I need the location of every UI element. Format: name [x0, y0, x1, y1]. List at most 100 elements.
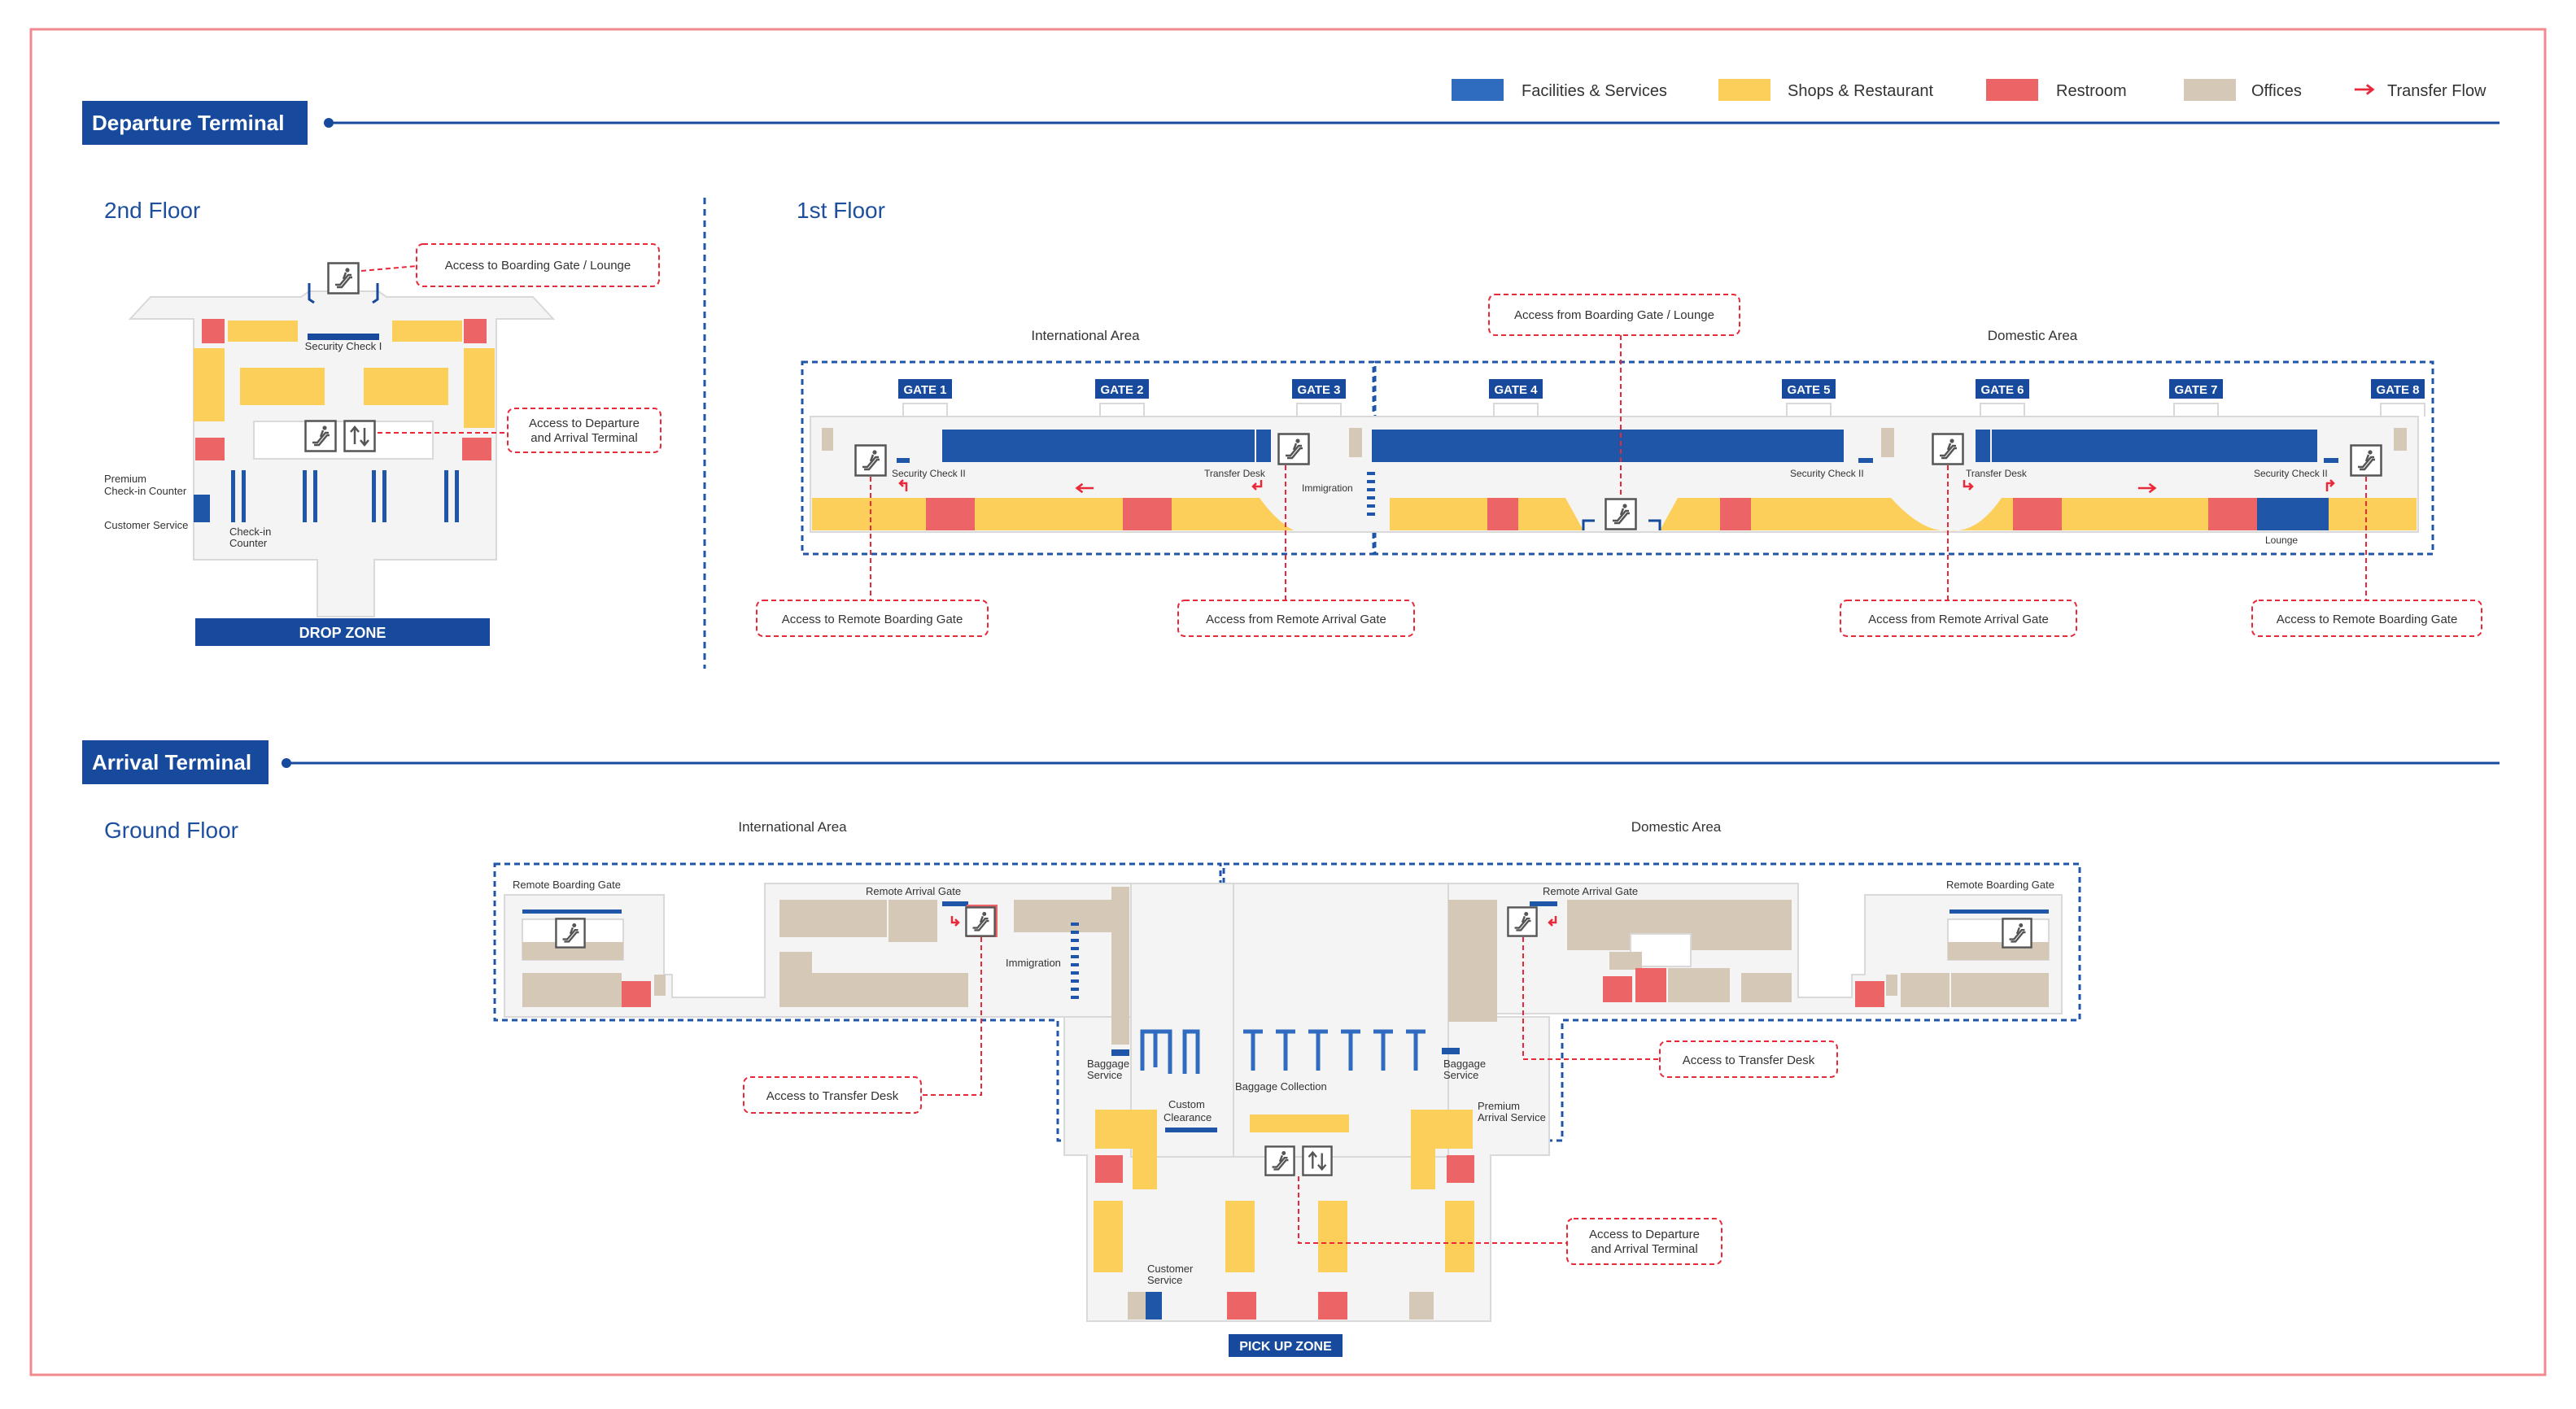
escalator-icon[interactable]	[304, 420, 337, 452]
callout-leader	[360, 265, 417, 272]
escalator-icon[interactable]	[1507, 906, 1538, 937]
baggage-service-label-1: Baggage	[1087, 1058, 1129, 1070]
callout-boarding-text: Access from Boarding Gate / Lounge	[1514, 308, 1714, 322]
remote-boarding-gate-label: Remote Boarding Gate	[1946, 879, 2054, 891]
facilities-block	[1992, 430, 2317, 462]
callout-boarding-box	[1488, 294, 1740, 336]
legend-swatch-facilities	[1452, 79, 1504, 101]
gate-label: GATE 5	[1787, 383, 1830, 397]
security-check-ii-label: Security Check II	[2254, 468, 2328, 479]
facilities-block	[1256, 430, 1271, 462]
escalator-icon[interactable]	[1605, 498, 1637, 530]
checkin-label-1: Check-in	[229, 526, 271, 538]
shop-area	[1518, 498, 1583, 530]
premium-counter	[194, 495, 210, 522]
premium-arrival-label-1: Premium	[1478, 1100, 1520, 1112]
restroom-area	[1720, 498, 1751, 530]
shop-area	[1250, 1115, 1349, 1132]
shop-area	[1411, 1149, 1435, 1189]
legend-label-shops: Shops & Restaurant	[1788, 82, 1933, 100]
pick-up-zone-label: PICK UP ZONE	[1239, 1340, 1332, 1354]
immigration-counters	[1367, 472, 1375, 516]
escalator-icon[interactable]	[854, 444, 887, 477]
legend-label-restroom: Restroom	[2056, 82, 2127, 100]
baggage-service-label-2: Service	[1443, 1069, 1478, 1081]
escalator-icon[interactable]	[555, 918, 586, 949]
shop-area	[228, 321, 298, 342]
office-area	[1349, 428, 1362, 457]
shop-area	[812, 498, 926, 530]
shop-area	[1225, 1201, 1255, 1272]
transfer-turn-icon	[950, 916, 960, 927]
domestic-area-label: Domestic Area	[1631, 819, 1722, 835]
checkin-counter	[313, 470, 317, 522]
drop-zone-label: DROP ZONE	[299, 625, 386, 641]
shop-area	[1095, 1110, 1157, 1149]
office-area	[1014, 900, 1111, 932]
custom-clearance-bar	[1165, 1128, 1217, 1132]
office-area	[2394, 428, 2407, 451]
office-area	[1741, 973, 1792, 1002]
security-check-bar	[897, 458, 910, 463]
escalator-icon[interactable]	[327, 262, 360, 294]
baggage-service-desk	[1442, 1048, 1460, 1054]
baggage-service-label-2: Service	[1087, 1069, 1122, 1081]
callout-remote-boarding-text: Access to Remote Boarding Gate	[782, 613, 963, 626]
baggage-collection-label: Baggage Collection	[1235, 1080, 1327, 1093]
callout-transfer-text: Access to Transfer Desk	[1683, 1053, 1815, 1067]
premium-label-1: Premium	[104, 473, 146, 485]
departure-header: Departure Terminal	[82, 101, 2500, 145]
security-check-ii-label: Security Check II	[1790, 468, 1864, 479]
custom-clearance-label-1: Custom	[1168, 1098, 1205, 1110]
gate-badge	[898, 379, 952, 399]
restroom-area	[462, 438, 491, 460]
callout-terminal-text-2: and Arrival Terminal	[1591, 1242, 1697, 1256]
gate-badge	[1782, 379, 1836, 399]
escalator-icon[interactable]	[2002, 918, 2032, 949]
domestic-area-label: Domestic Area	[1988, 328, 2078, 343]
legend-label-offices: Offices	[2251, 82, 2302, 100]
gate-badge	[1976, 379, 2029, 399]
gate-label: GATE 3	[1297, 383, 1340, 397]
gate-label: GATE 1	[903, 383, 946, 397]
shop-area	[2329, 498, 2417, 530]
restroom-area	[1227, 1292, 1256, 1320]
restroom-area	[1487, 498, 1518, 530]
escalator-icon[interactable]	[2350, 444, 2382, 477]
callout-boarding-box	[416, 243, 660, 287]
office-area	[779, 973, 968, 1007]
gate-badge	[1489, 379, 1543, 399]
shop-area	[1751, 498, 2013, 531]
legend-swatch-restroom	[1986, 79, 2038, 101]
escalator-path	[1582, 519, 1661, 530]
checkin-counter	[242, 470, 246, 522]
callout-terminal-text-1: Access to Departure	[1589, 1228, 1700, 1241]
restroom-area	[1635, 968, 1666, 1002]
callout-terminal-text-1: Access to Departure	[529, 417, 640, 430]
floor-title-2nd: 2nd Floor	[104, 198, 200, 223]
escalator-icon[interactable]	[1277, 433, 1310, 465]
departure-title: Departure Terminal	[92, 111, 284, 135]
legend-label-facilities: Facilities & Services	[1522, 82, 1667, 100]
gate-badge	[1292, 379, 1346, 399]
escalator-icon[interactable]	[965, 906, 996, 937]
elevator-icon[interactable]	[1302, 1145, 1333, 1176]
escalator-icon[interactable]	[1932, 433, 1964, 465]
gate-bar	[1949, 910, 2049, 914]
checkin-counter	[444, 470, 448, 522]
remote-boarding-gate-label: Remote Boarding Gate	[513, 879, 621, 891]
office-area	[822, 428, 833, 451]
lounge-area	[2257, 498, 2329, 530]
premium-arrival-label-2: Arrival Service	[1478, 1111, 1546, 1123]
immigration-counters	[1071, 923, 1079, 999]
elevator-icon[interactable]	[343, 420, 376, 452]
escalator-icon[interactable]	[1264, 1145, 1295, 1176]
ground-floor-plan: International Area Domestic Area Remote …	[493, 819, 2081, 1357]
office-area	[1886, 975, 1897, 996]
checkin-counter	[231, 470, 235, 522]
arrival-header: Arrival Terminal	[82, 740, 2500, 784]
shop-area	[1411, 1110, 1473, 1149]
callout-transfer-box	[743, 1076, 922, 1114]
transfer-turn-icon	[2325, 479, 2335, 491]
baggage-service-desk	[1111, 1049, 1129, 1056]
